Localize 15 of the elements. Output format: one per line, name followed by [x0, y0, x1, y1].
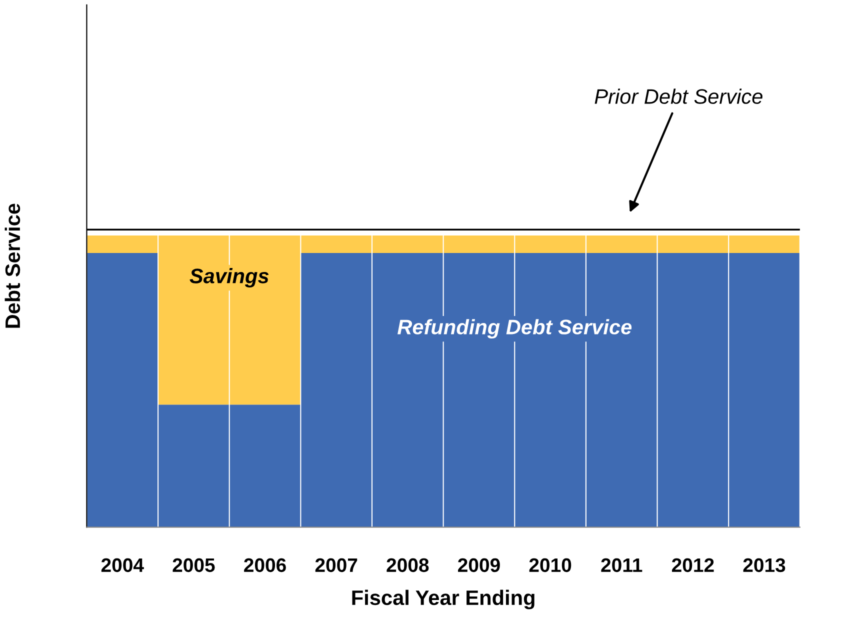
x-tick-label: 2006: [244, 558, 286, 572]
series-label: Refunding Debt Service: [398, 319, 632, 339]
x-tick-label: 2010: [529, 558, 572, 572]
x-axis-title: Fiscal Year Ending: [352, 590, 534, 610]
series-label: Savings: [190, 268, 269, 288]
x-tick-label: 2008: [386, 558, 429, 572]
x-tick-label: 2013: [743, 558, 786, 572]
y-axis-title: Debt Service: [4, 204, 20, 328]
x-tick-label: 2005: [172, 558, 215, 572]
x-tick-label: 2012: [672, 558, 714, 572]
x-tick-label: 2011: [601, 558, 642, 572]
x-tick-label: 2009: [458, 558, 500, 572]
x-tick-label: 2007: [315, 558, 358, 572]
ref-line-label: Prior Debt Service: [594, 88, 762, 104]
x-tick-label: 2004: [101, 558, 144, 572]
